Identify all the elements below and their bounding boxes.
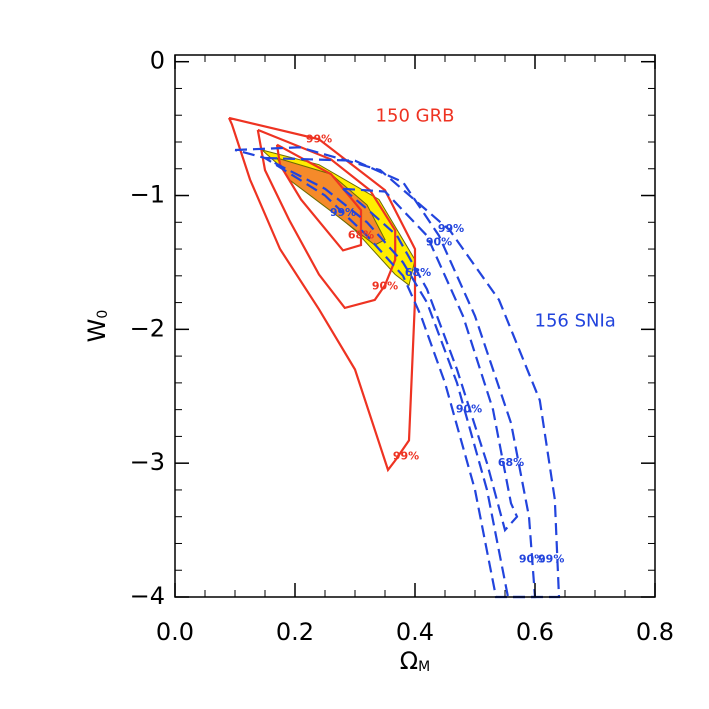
contour-fill bbox=[275, 157, 386, 246]
annotation: 99% bbox=[438, 222, 464, 235]
x-tick-label: 0.2 bbox=[276, 618, 314, 646]
annotation: 90% bbox=[456, 403, 482, 416]
y-tick-label: −4 bbox=[130, 582, 165, 610]
contour-line bbox=[342, 187, 519, 533]
y-tick-label: −3 bbox=[130, 448, 165, 476]
y-axis-label: W0 bbox=[83, 310, 111, 343]
x-axis-label: ΩM bbox=[400, 647, 430, 675]
y-label-sub: 0 bbox=[95, 310, 111, 319]
annotation: 68% bbox=[348, 229, 374, 242]
y-tick-label: −2 bbox=[130, 314, 165, 342]
annotation: 99% bbox=[538, 553, 564, 566]
annotation: 68% bbox=[498, 456, 524, 469]
x-label-sub: M bbox=[418, 659, 430, 675]
annotation: 99% bbox=[330, 206, 356, 219]
annotation: 156 SNIa bbox=[535, 310, 616, 331]
annotation: 99% bbox=[306, 132, 332, 145]
x-tick-label: 0.4 bbox=[396, 618, 434, 646]
y-tick-label: 0 bbox=[150, 47, 165, 75]
contour-line bbox=[264, 156, 537, 599]
contour-line bbox=[256, 128, 397, 310]
contour-line bbox=[227, 116, 417, 473]
annotation: 90% bbox=[519, 553, 545, 566]
x-label-main: Ω bbox=[400, 647, 418, 675]
annotation: 90% bbox=[372, 280, 398, 293]
x-tick-label: 0.6 bbox=[516, 618, 554, 646]
annotation: 150 GRB bbox=[376, 106, 455, 127]
y-label-main: W bbox=[83, 319, 111, 343]
annotation: 90% bbox=[426, 235, 452, 248]
x-tick-label: 0.0 bbox=[156, 618, 194, 646]
annotation: 99% bbox=[393, 449, 419, 462]
y-tick-label: −1 bbox=[130, 181, 165, 209]
annotation: 68% bbox=[405, 266, 431, 279]
x-tick-label: 0.8 bbox=[636, 618, 674, 646]
